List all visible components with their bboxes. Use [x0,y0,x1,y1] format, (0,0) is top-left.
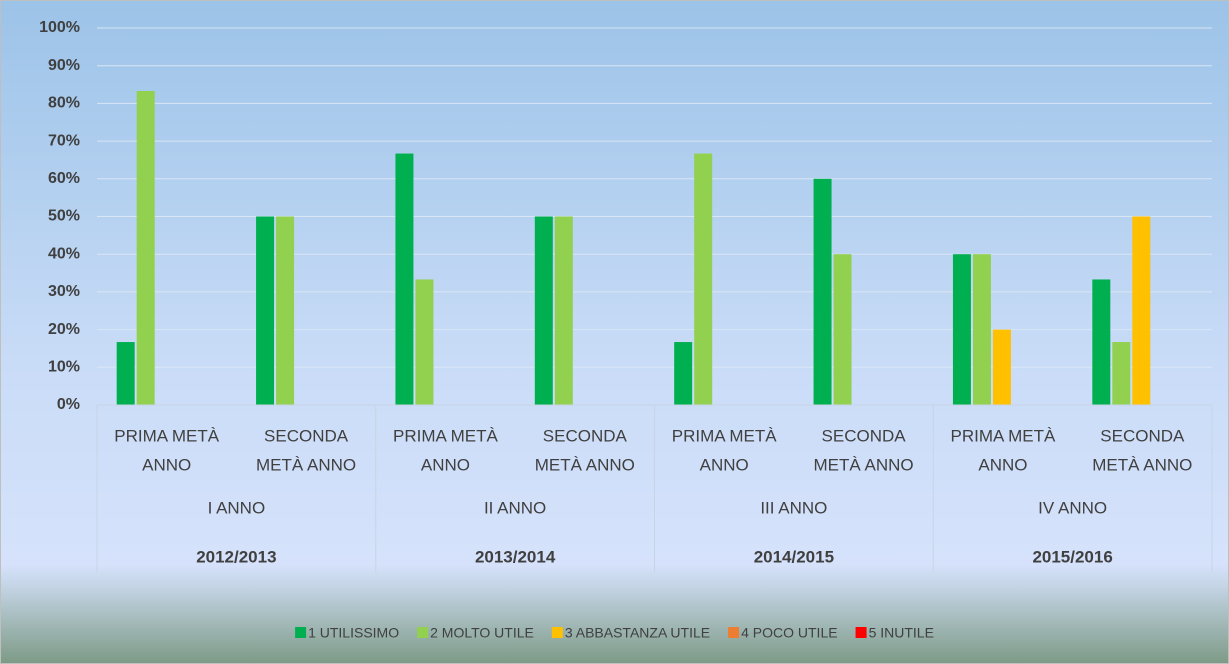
x-tick-label: SECONDA [264,426,349,445]
bar [534,216,553,405]
bar [952,254,971,405]
x-tick-label: ANNO [421,455,470,474]
group-label: I ANNO [208,498,266,517]
y-tick-label: 40% [48,245,80,262]
legend-swatch [417,627,429,638]
y-tick-label: 80% [48,95,80,112]
y-tick-label: 70% [48,132,80,149]
x-tick-label: ANNO [700,455,749,474]
legend-label: 5 INUTILE [869,625,934,641]
x-tick-label: PRIMA METÀ [951,426,1057,445]
year-label: 2013/2014 [475,547,556,566]
legend-swatch [295,627,307,638]
group-label: II ANNO [484,498,546,517]
x-tick-label: SECONDA [822,426,907,445]
group-label: III ANNO [760,498,827,517]
bar [136,90,155,406]
legend-label: 1 UTILISSIMO [308,625,399,641]
bar [116,342,135,405]
x-tick-label: METÀ ANNO [814,455,914,474]
bar [1112,342,1131,405]
y-tick-label: 90% [48,57,80,74]
x-tick-label: PRIMA METÀ [672,426,778,445]
bar [694,153,713,405]
year-label: 2012/2013 [196,547,276,566]
x-tick-label: PRIMA METÀ [393,426,499,445]
legend-label: 4 POCO UTILE [741,625,837,641]
x-tick-label: METÀ ANNO [535,455,635,474]
x-tick-label: METÀ ANNO [256,455,356,474]
bar [256,216,275,405]
group-label: IV ANNO [1038,498,1107,517]
year-label: 2015/2016 [1032,547,1112,566]
bar [674,342,693,405]
legend-swatch [855,627,867,638]
y-tick-label: 100% [39,19,80,36]
legend-swatch [551,627,563,638]
x-tick-label: PRIMA METÀ [114,426,220,445]
y-tick-label: 0% [57,396,80,413]
bar [554,216,573,405]
x-tick-label: ANNO [142,455,191,474]
bar [813,178,832,405]
x-tick-label: SECONDA [1100,426,1185,445]
y-tick-label: 20% [48,321,80,338]
bar [395,153,414,405]
x-tick-label: SECONDA [543,426,628,445]
year-label: 2014/2015 [754,547,834,566]
bar [1092,279,1111,405]
bar [1132,216,1151,405]
y-tick-label: 10% [48,359,80,376]
x-tick-label: METÀ ANNO [1092,455,1192,474]
bar [992,329,1011,405]
y-tick-label: 30% [48,283,80,300]
x-tick-label: ANNO [978,455,1027,474]
legend-swatch [728,627,740,638]
y-tick-label: 50% [48,208,80,225]
bar [276,216,295,405]
bar [972,254,991,405]
bar [415,279,434,405]
y-tick-label: 60% [48,170,80,187]
legend-label: 2 MOLTO UTILE [430,625,534,641]
legend-label: 3 ABBASTANZA UTILE [565,625,710,641]
bar [833,254,852,405]
